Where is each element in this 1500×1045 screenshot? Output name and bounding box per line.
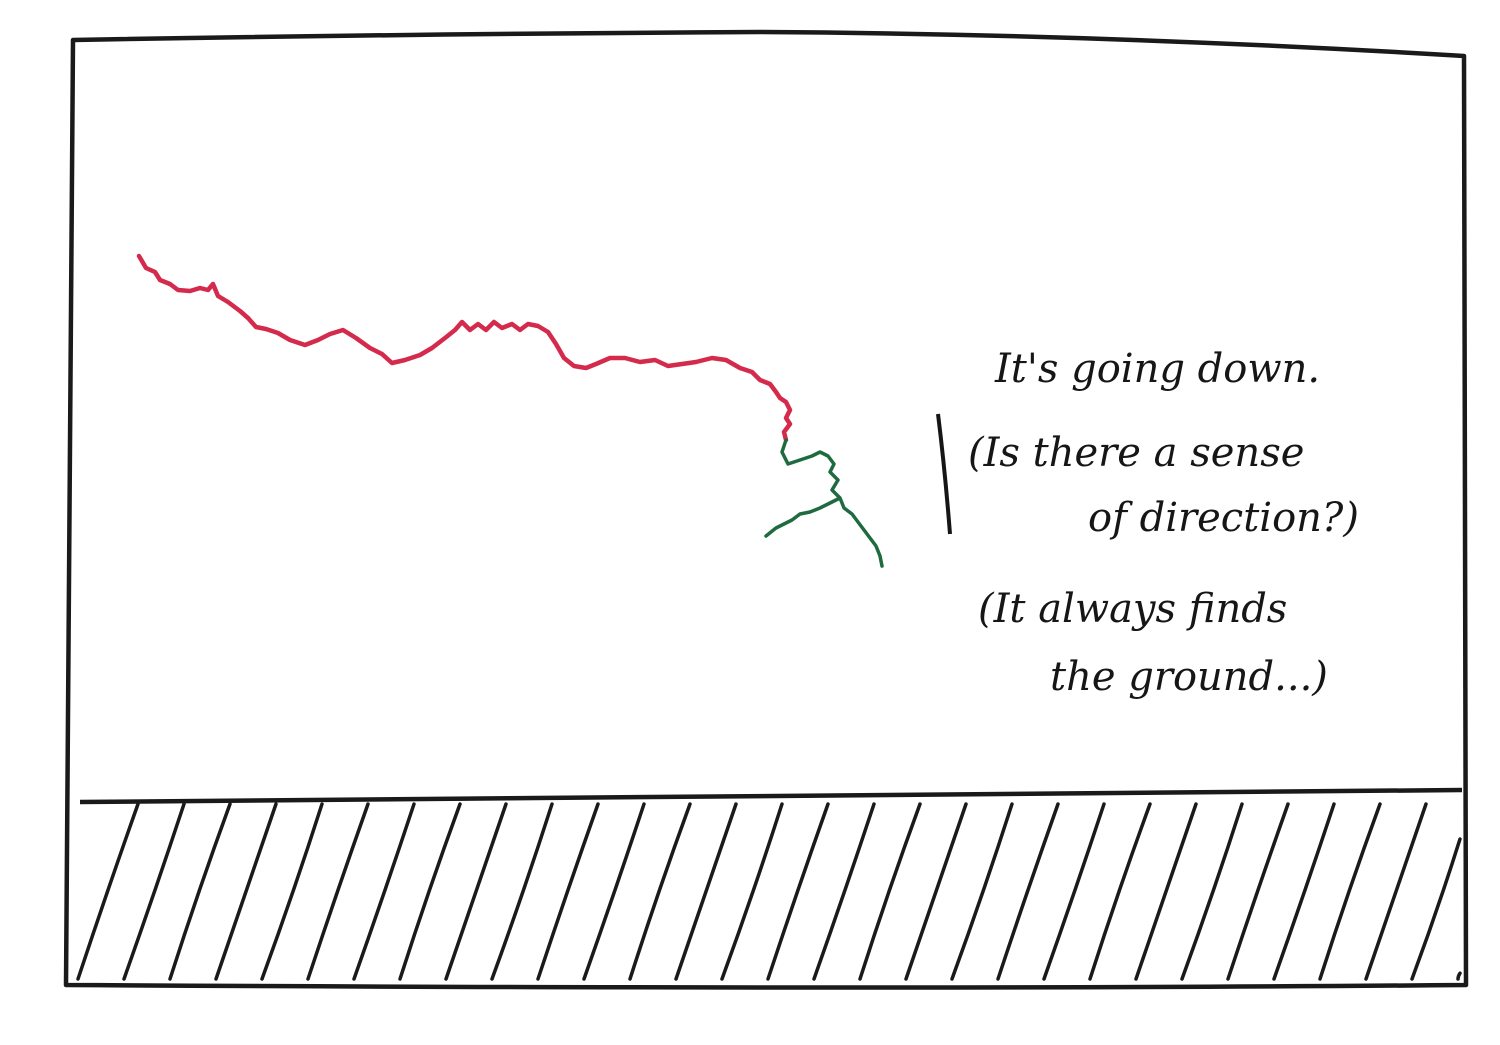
annotation-line-5: the ground...) (1050, 654, 1328, 700)
hatch-stroke (1088, 802, 1152, 981)
hatch-stroke (1134, 802, 1198, 981)
hatch-stroke (214, 802, 278, 981)
hatch-stroke (1364, 802, 1428, 981)
hatch-stroke (1180, 802, 1244, 981)
hatch-stroke (1272, 802, 1336, 981)
hatch-stroke (76, 802, 140, 981)
hatch-stroke (1318, 802, 1382, 981)
random-walk-path-green (764, 438, 884, 568)
note-bracket (936, 413, 952, 535)
random-walk-path-red (136, 253, 793, 443)
hatch-stroke (122, 802, 186, 981)
annotation-line-4: (It always finds (978, 586, 1287, 632)
hatch-stroke (490, 802, 554, 981)
hatch-stroke (1042, 802, 1106, 981)
hatch-stroke (444, 802, 508, 981)
hatch-stroke (766, 802, 830, 981)
hatch-stroke (996, 802, 1060, 981)
panel-frame (63, 29, 1469, 990)
hatch-stroke (536, 802, 600, 981)
hatch-stroke (306, 802, 370, 981)
hatch-stroke (1410, 837, 1462, 981)
hatch-stroke (720, 802, 784, 981)
hatch-stroke (352, 802, 416, 981)
hatch-stroke (1226, 802, 1290, 981)
hatch-stroke (858, 802, 922, 981)
hatch-stroke (628, 802, 692, 981)
hatch-stroke (904, 802, 968, 981)
ground-line (79, 787, 1463, 805)
hatched-ground (76, 802, 1462, 981)
hatch-stroke (168, 802, 232, 981)
hatch-stroke (398, 802, 462, 981)
annotation-line-3: of direction?) (1088, 495, 1359, 541)
hatch-stroke (260, 802, 324, 981)
hatch-stroke (950, 802, 1014, 981)
hatch-stroke (674, 802, 738, 981)
hatch-stroke (812, 802, 876, 981)
hatch-stroke (1456, 971, 1462, 981)
annotation-line-1: It's going down. (994, 346, 1320, 392)
annotation-line-2: (Is there a sense (968, 430, 1304, 476)
hatch-stroke (582, 802, 646, 981)
